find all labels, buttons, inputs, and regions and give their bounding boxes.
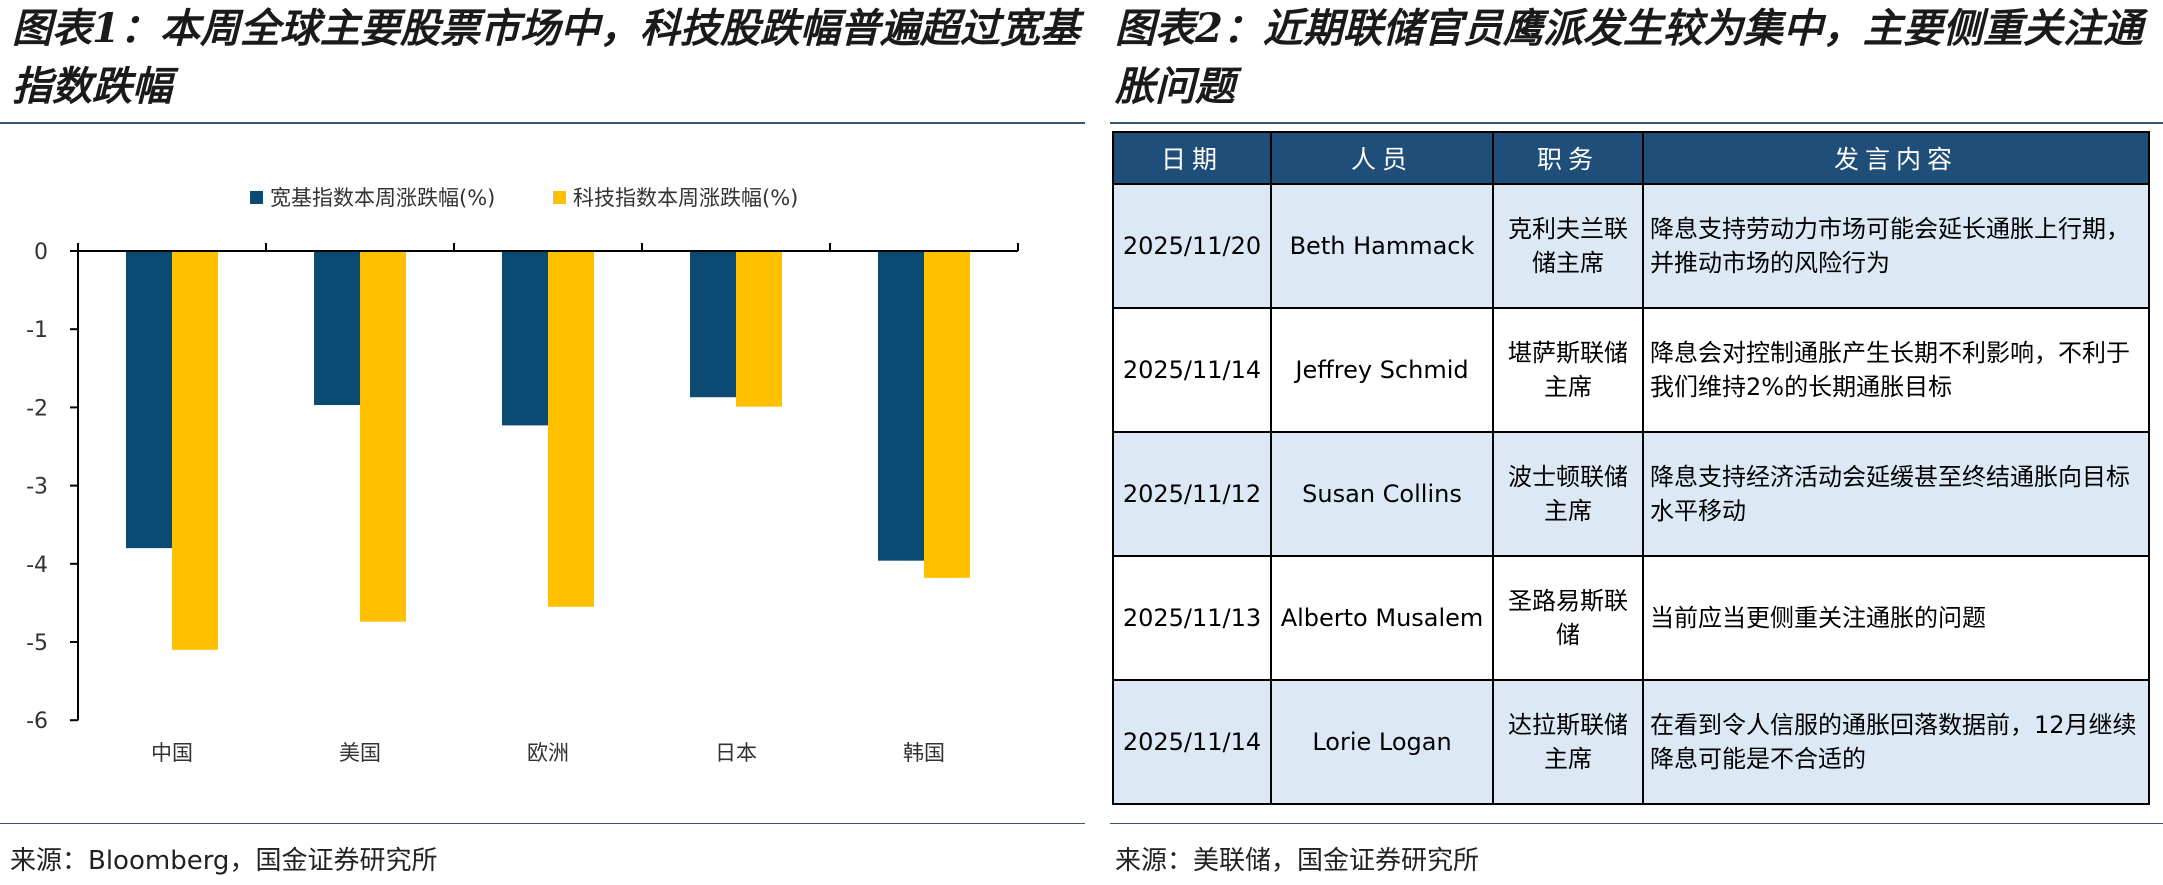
x-category-label: 美国	[339, 741, 381, 765]
cell-person: Jeffrey Schmid	[1270, 307, 1494, 433]
cell-person: Susan Collins	[1270, 431, 1494, 557]
left-bottom-rule	[0, 823, 1085, 824]
x-axis: 中国 美国 欧洲 日本 韩国	[77, 243, 1019, 765]
right-source-note: 来源：美联储，国金证券研究所	[1115, 846, 1480, 876]
left-source-note: 来源：Bloomberg，国金证券研究所	[10, 846, 438, 876]
cell-content: 降息支持劳动力市场可能会延长通胀上行期，并推动市场的风险行为	[1642, 183, 2150, 309]
x-category-label: 中国	[151, 741, 193, 765]
y-axis: 0 -1 -2 -3 -4 -5 -6	[26, 240, 79, 734]
bar	[690, 251, 736, 398]
legend-swatch	[553, 191, 566, 204]
left-figure-title: 图表1：本周全球主要股票市场中，科技股跌幅普遍超过宽基指数跌幅	[12, 5, 1080, 110]
table-header-row: 日期 人员 职务 发言内容	[1112, 131, 2150, 185]
bar	[126, 251, 172, 549]
cell-role: 波士顿联储主席	[1492, 431, 1644, 557]
table-row: 2025/11/12 Susan Collins 波士顿联储主席 降息支持经济活…	[1112, 431, 2150, 557]
table-row: 2025/11/20 Beth Hammack 克利夫兰联储主席 降息支持劳动力…	[1112, 183, 2150, 309]
bar	[314, 251, 360, 406]
right-bottom-rule	[1110, 823, 2163, 824]
table-row: 2025/11/13 Alberto Musalem 圣路易斯联储 当前应当更侧…	[1112, 555, 2150, 681]
bar	[924, 251, 970, 578]
header-date: 日期	[1112, 131, 1272, 185]
x-category-label: 韩国	[903, 741, 945, 765]
cell-date: 2025/11/20	[1112, 183, 1272, 309]
cell-content: 在看到令人信服的通胀回落数据前，12月继续降息可能是不合适的	[1642, 679, 2150, 805]
y-tick-label: -1	[26, 318, 48, 343]
bar	[548, 251, 594, 607]
y-tick-label: -4	[26, 553, 48, 578]
cell-content: 当前应当更侧重关注通胀的问题	[1642, 555, 2150, 681]
fed-officials-table: 日期 人员 职务 发言内容 2025/11/20 Beth Hammack 克利…	[1112, 131, 2150, 805]
y-tick-label: 0	[34, 240, 48, 265]
cell-content: 降息会对控制通胀产生长期不利影响，不利于我们维持2%的长期通胀目标	[1642, 307, 2150, 433]
y-tick-label: -2	[26, 396, 48, 421]
legend-label: 宽基指数本周涨跌幅(%)	[270, 186, 495, 210]
cell-role: 堪萨斯联储主席	[1492, 307, 1644, 433]
bar	[736, 251, 782, 407]
bar	[172, 251, 218, 650]
right-title-rule	[1110, 122, 2163, 124]
chart-bars	[126, 251, 970, 650]
left-title-rule	[0, 122, 1085, 124]
legend-swatch	[250, 191, 263, 204]
header-person: 人员	[1270, 131, 1494, 185]
cell-date: 2025/11/13	[1112, 555, 1272, 681]
legend-label: 科技指数本周涨跌幅(%)	[573, 186, 798, 210]
cell-role: 圣路易斯联储	[1492, 555, 1644, 681]
chart-legend: 宽基指数本周涨跌幅(%) 科技指数本周涨跌幅(%)	[250, 186, 798, 210]
cell-person: Beth Hammack	[1270, 183, 1494, 309]
cell-role: 达拉斯联储主席	[1492, 679, 1644, 805]
cell-date: 2025/11/12	[1112, 431, 1272, 557]
cell-role: 克利夫兰联储主席	[1492, 183, 1644, 309]
bar	[878, 251, 924, 561]
header-content: 发言内容	[1642, 131, 2150, 185]
bar	[360, 251, 406, 622]
right-figure-title: 图表2：近期联储官员鹰派发生较为集中，主要侧重关注通胀问题	[1115, 5, 2143, 110]
y-tick-label: -5	[26, 631, 48, 656]
cell-person: Alberto Musalem	[1270, 555, 1494, 681]
table-row: 2025/11/14 Lorie Logan 达拉斯联储主席 在看到令人信服的通…	[1112, 679, 2150, 805]
cell-content: 降息支持经济活动会延缓甚至终结通胀向目标水平移动	[1642, 431, 2150, 557]
bar-chart: 宽基指数本周涨跌幅(%) 科技指数本周涨跌幅(%) 0 -1 -2 -3 -4 -5 -6 中…	[26, 186, 1019, 765]
y-tick-label: -3	[26, 475, 48, 500]
bar	[502, 251, 548, 426]
cell-date: 2025/11/14	[1112, 679, 1272, 805]
cell-date: 2025/11/14	[1112, 307, 1272, 433]
header-role: 职务	[1492, 131, 1644, 185]
x-category-label: 日本	[715, 741, 757, 765]
cell-person: Lorie Logan	[1270, 679, 1494, 805]
table-row: 2025/11/14 Jeffrey Schmid 堪萨斯联储主席 降息会对控制…	[1112, 307, 2150, 433]
x-category-label: 欧洲	[527, 741, 569, 765]
y-tick-label: -6	[26, 709, 48, 734]
